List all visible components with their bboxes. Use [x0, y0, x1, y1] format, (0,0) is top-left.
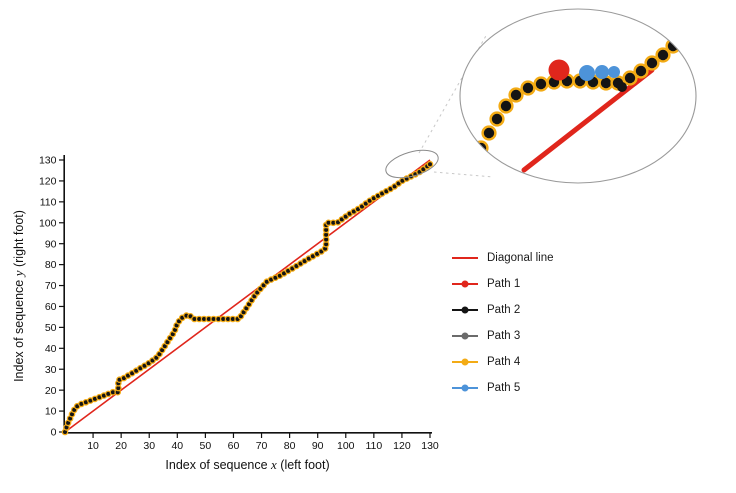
inset-path2-dot: [510, 89, 522, 101]
axes: [63, 155, 432, 434]
inset-path2-dot: [535, 78, 547, 90]
y-axis-title-prefix: Index of sequence: [12, 276, 26, 382]
x-tick-label: 10: [87, 440, 99, 452]
inset-path1-dot: [548, 59, 570, 81]
inset-path2-dot: [635, 65, 647, 77]
legend-dot-swatch: [452, 303, 478, 317]
x-tick-label: 50: [200, 440, 212, 452]
inset-path4-halo-dot: [473, 140, 489, 156]
x-tick-label: 20: [115, 440, 127, 452]
inset-path2-dot: [676, 32, 688, 44]
inset-frame: [459, 8, 697, 184]
inset-path4-halo-dot: [674, 30, 690, 46]
y-tick-label: 30: [45, 364, 57, 376]
x-tick-label: 80: [284, 440, 296, 452]
inset-path2-dot: [624, 72, 636, 84]
legend-item-path-2: Path 2: [452, 297, 554, 323]
x-tick-label: 90: [312, 440, 324, 452]
legend-item-path-5: Path 5: [452, 375, 554, 401]
legend-label: Path 1: [487, 278, 521, 290]
x-axis-title: Index of sequence x (left foot): [65, 457, 430, 473]
warping-path-beads: [61, 160, 434, 436]
legend-dot-swatch: [452, 329, 478, 343]
legend-item-path-3: Path 3: [452, 323, 554, 349]
legend-dot-swatch: [452, 355, 478, 369]
inset-path2-dot: [682, 23, 696, 37]
legend-label: Diagonal line: [487, 252, 554, 264]
y-tick-label: 20: [45, 385, 57, 397]
x-axis-title-prefix: Index of sequence: [165, 458, 272, 472]
y-tick-label: 60: [45, 301, 57, 313]
y-tick-label: 10: [45, 406, 57, 418]
legend-dot-swatch: [452, 277, 478, 291]
x-tick-label: 30: [143, 440, 155, 452]
inset-path2-dot: [500, 100, 512, 112]
inset-background: [460, 9, 696, 183]
x-axis-title-variable: x: [271, 457, 277, 472]
inset-path2-dot: [657, 49, 669, 61]
y-tick-label: 50: [45, 322, 57, 334]
inset-path2-dot: [600, 77, 612, 89]
legend-item-path-1: Path 1: [452, 271, 554, 297]
y-axis-title: Index of sequence y (right foot): [11, 210, 27, 382]
y-tick-label: 70: [45, 280, 57, 292]
inset-path2-dot: [617, 82, 627, 92]
y-tick-label: 130: [39, 155, 57, 167]
x-tick-label: 70: [256, 440, 268, 452]
legend-label: Path 5: [487, 382, 521, 394]
x-axis-title-suffix: (left foot): [276, 458, 330, 472]
inset-path2-dot: [667, 40, 679, 52]
legend-item-path-4: Path 4: [452, 349, 554, 375]
y-tick-label: 100: [39, 217, 57, 229]
legend-item-diagonal-line: Diagonal line: [452, 245, 554, 271]
y-axis-title-variable: y: [11, 270, 26, 277]
inset-path5-dot: [608, 66, 620, 78]
x-tick-label: 60: [228, 440, 240, 452]
inset-path2-dot: [646, 57, 658, 69]
inset-path2-dot: [491, 113, 503, 125]
inset-path5-dot: [595, 65, 609, 79]
y-tick-label: 0: [51, 427, 57, 439]
y-tick-label: 90: [45, 238, 57, 250]
x-tick-label: 120: [393, 440, 411, 452]
legend-label: Path 4: [487, 356, 521, 368]
inset-content: [473, 23, 696, 173]
tick-labels: 10 20 30 40 50 60 70 80 90 100 110 120 130 0 10 20 30 40 5…: [39, 155, 439, 452]
y-tick-label: 40: [45, 343, 57, 355]
legend-label: Path 2: [487, 304, 521, 316]
legend-line-swatch: [452, 251, 478, 265]
x-tick-label: 40: [171, 440, 183, 452]
diagonal-line: [64, 159, 431, 433]
y-tick-label: 80: [45, 259, 57, 271]
legend-dot-swatch: [452, 381, 478, 395]
y-tick-label: 120: [39, 176, 57, 188]
y-axis-title-suffix: (right foot): [12, 210, 26, 271]
x-tick-label: 100: [337, 440, 355, 452]
legend-label: Path 3: [487, 330, 521, 342]
inset-path2-dot: [522, 82, 534, 94]
inset-path2-dot: [475, 142, 487, 154]
zoom-source-ellipse: [385, 149, 439, 179]
inset-path5-dot: [579, 65, 595, 81]
y-tick-label: 110: [40, 196, 57, 208]
legend: Diagonal line Path 1 Path 2 Path 3 Path 4 Pat…: [452, 245, 554, 401]
inset-diagonal-line: [521, 67, 655, 173]
tick-marks: [59, 159, 431, 438]
x-tick-label: 110: [365, 440, 382, 452]
x-tick-label: 130: [421, 440, 439, 452]
inset-path2-dot: [483, 127, 495, 139]
